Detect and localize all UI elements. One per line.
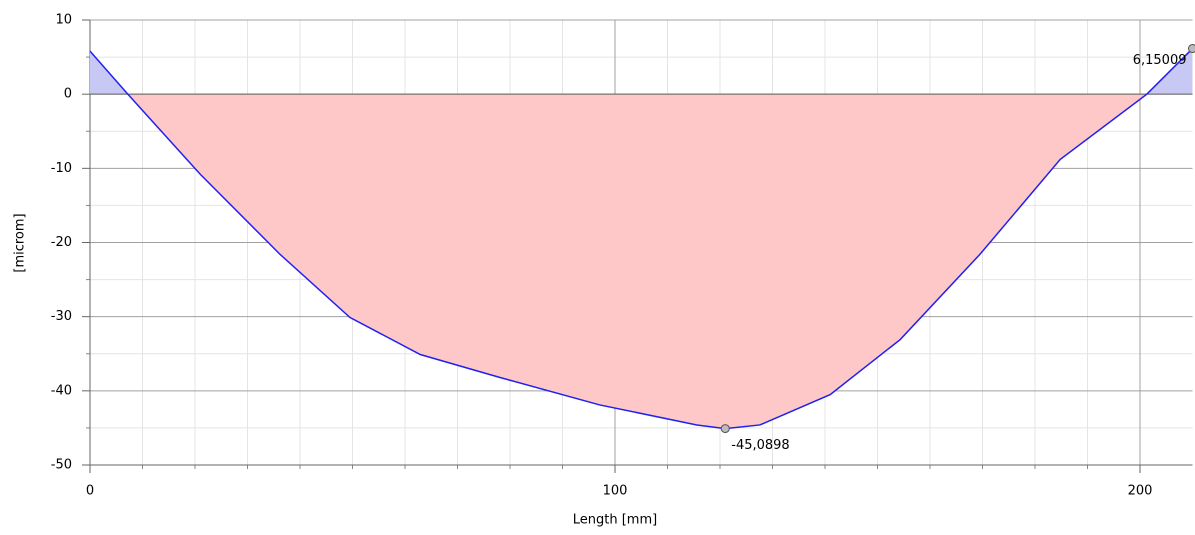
y-tick-label: -20 — [51, 235, 72, 250]
x-tick-label: 0 — [86, 484, 94, 499]
y-tick-label: 10 — [55, 13, 72, 28]
annotation-marker — [1188, 44, 1195, 54]
x-axis-label: Length [mm] — [573, 513, 657, 528]
negative-area — [90, 94, 1193, 429]
y-tick-label: -50 — [51, 458, 72, 473]
y-axis-label: [microm] — [13, 213, 28, 272]
y-tick-label: -30 — [51, 309, 72, 324]
line — [89, 48, 1194, 430]
y-tick-label: -40 — [51, 383, 72, 398]
annotation-marker — [720, 424, 730, 434]
annotation-label: -45,0898 — [731, 438, 789, 453]
y-tick-label: 0 — [64, 87, 72, 102]
x-tick-label: 100 — [603, 484, 628, 499]
y-tick-label: -10 — [51, 161, 72, 176]
x-tick-label: 200 — [1128, 484, 1153, 499]
annotation-label: 6,15009 — [1133, 53, 1187, 68]
